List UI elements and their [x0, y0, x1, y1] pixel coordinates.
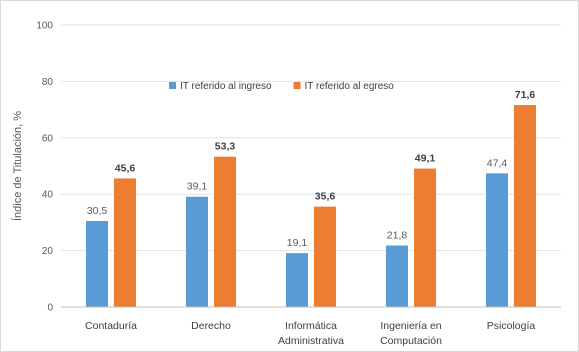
- bar-ingreso: [386, 245, 408, 307]
- data-label: 35,6: [315, 191, 336, 203]
- category-label: Psicología: [487, 320, 536, 332]
- category-label: Ingeniería en: [380, 320, 441, 332]
- category-label: Informática: [285, 320, 337, 332]
- legend: IT referido al ingreso IT referido al egr…: [169, 81, 394, 92]
- data-label: 45,6: [115, 162, 136, 174]
- legend-entry: IT referido al ingreso: [180, 81, 272, 92]
- y-tick-label: 0: [47, 303, 53, 314]
- gridlines: [61, 24, 561, 252]
- category-label: Derecho: [191, 320, 231, 332]
- data-label: 30,5: [87, 205, 108, 217]
- legend-entry: IT referido al egreso: [305, 81, 395, 92]
- data-label: 47,4: [487, 157, 508, 169]
- legend-swatch: [169, 82, 176, 89]
- data-label: 71,6: [515, 89, 536, 101]
- bars: [86, 105, 536, 307]
- bar-ingreso: [286, 253, 308, 307]
- data-label: 53,3: [215, 141, 236, 153]
- bar-ingreso: [486, 173, 508, 307]
- bar-egreso: [114, 178, 136, 307]
- legend-swatch: [293, 82, 301, 89]
- bar-ingreso: [186, 196, 208, 307]
- category-label: Contaduría: [85, 320, 137, 332]
- category-label: Computación: [380, 335, 442, 347]
- data-label: 49,1: [415, 153, 436, 165]
- data-label: 19,1: [287, 237, 308, 249]
- y-axis-title: Índice de Titulación, %: [11, 111, 24, 221]
- bar-egreso: [214, 156, 236, 307]
- axes: 0 20 40 60 80 100 Contaduría Derecho Informática…: [36, 21, 561, 347]
- bar-ingreso: [86, 220, 108, 307]
- y-tick-label: 40: [42, 190, 54, 201]
- bar-egreso: [414, 168, 436, 307]
- data-label: 39,1: [187, 181, 208, 193]
- bar-egreso: [314, 206, 336, 307]
- y-tick-label: 80: [42, 77, 54, 88]
- y-tick-label: 20: [42, 246, 54, 257]
- category-label: Administrativa: [278, 335, 344, 347]
- data-labels: 30,5 45,6 39,1 53,3 19,1 35,6 21,8 49,1 47,4 71,6: [87, 89, 536, 249]
- bar-egreso: [514, 105, 536, 307]
- data-label: 21,8: [387, 230, 408, 242]
- y-tick-label: 100: [36, 21, 53, 32]
- y-tick-label: 60: [42, 133, 54, 144]
